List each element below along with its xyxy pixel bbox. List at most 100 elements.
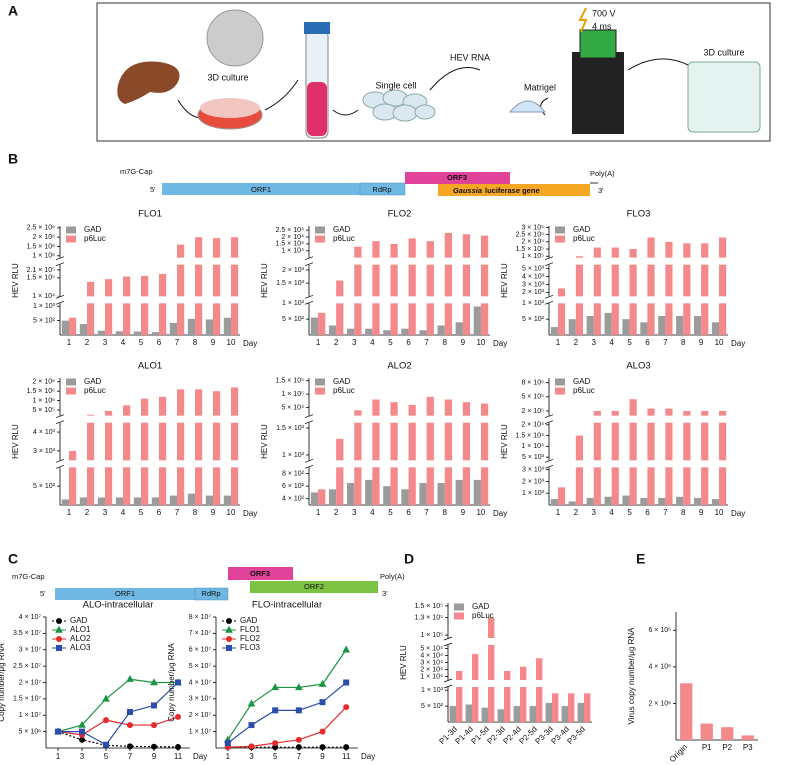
legend-label: p6Luc [333, 386, 355, 395]
bar [159, 396, 167, 505]
y-tick-label: 1.5 × 10³ [276, 425, 304, 432]
bar [456, 670, 463, 722]
x-tick-label: 9 [699, 508, 704, 517]
legend-label: ALO3 [70, 643, 91, 652]
panel-label: C [8, 551, 18, 567]
bar [665, 408, 673, 505]
bar [354, 246, 362, 335]
axis-break-mark [544, 262, 554, 266]
point [79, 728, 85, 735]
point [343, 704, 350, 711]
x-tick-label: 6 [645, 338, 650, 347]
axis-break [56, 460, 242, 468]
bar [629, 399, 637, 505]
orf3: ORF3 [447, 173, 467, 182]
bar [676, 316, 684, 335]
axis-break-mark [304, 256, 314, 260]
legend-marker [226, 645, 232, 651]
bar [640, 497, 648, 505]
step-label: 3D culture [703, 47, 744, 57]
bar [372, 399, 380, 505]
x-tick-label: 7 [297, 752, 302, 761]
y-tick-label: 2 × 10⁴ [420, 666, 443, 673]
y-tick-label: 3 × 10³ [522, 467, 545, 474]
x-axis-label: Day [361, 752, 375, 761]
y-tick-label: 2.5 × 10⁷ [13, 663, 41, 670]
bar [513, 706, 520, 722]
y-tick-label: 3 × 10⁷ [19, 647, 42, 654]
tube-cap [304, 22, 330, 34]
x-tick-label: 5 [627, 338, 632, 347]
y-tick-label: 2.5 × 10⁴ [275, 227, 304, 234]
legend-marker [225, 625, 233, 633]
point [78, 720, 86, 728]
bar [123, 405, 131, 505]
bar [169, 322, 177, 335]
bar [390, 402, 398, 505]
bar [568, 693, 575, 722]
x-tick-label: 3 [592, 338, 597, 347]
bar [187, 318, 195, 335]
x-tick-label: 2 [334, 338, 339, 347]
chart-title: ALO1 [138, 361, 162, 372]
orf1-block [55, 588, 195, 600]
bar [61, 499, 69, 505]
bar [69, 450, 77, 505]
point [126, 674, 134, 682]
y-tick-label: 2 × 10³ [282, 267, 305, 274]
legend-label: ALO2 [70, 634, 91, 643]
bar [497, 709, 504, 722]
legend-label: GAD [240, 616, 258, 625]
x-tick-label: 1 [556, 508, 561, 517]
bolt [578, 7, 588, 33]
reporter-block [438, 184, 590, 196]
point [248, 722, 255, 729]
bar [223, 317, 231, 335]
y-tick-label: 1.5 × 10⁵ [415, 603, 443, 610]
bar [105, 410, 113, 505]
x-axis-label: Day [731, 509, 745, 518]
y-tick-label: 2 × 10⁵ [521, 239, 544, 246]
panel-label: B [8, 151, 18, 167]
legend-label: ALO1 [70, 625, 91, 634]
bar [141, 398, 149, 505]
bar [465, 704, 472, 722]
legend-swatch [66, 378, 76, 386]
cuvette [579, 29, 617, 59]
bar [195, 237, 203, 335]
tube-fill [307, 82, 327, 136]
bar [575, 435, 584, 505]
line [57, 731, 179, 748]
x-tick-label: 10 [476, 508, 485, 517]
legend-swatch [66, 235, 76, 243]
y-tick-label: 1.5 × 10⁷ [13, 696, 41, 703]
y-tick-label: 4 × 10³ [522, 273, 545, 280]
x-tick-label: 9 [211, 338, 216, 347]
legend-swatch [555, 378, 565, 386]
bar [488, 617, 495, 722]
y-tick-label: 5 × 10² [522, 316, 545, 323]
bar [444, 399, 452, 505]
point [272, 740, 279, 747]
bar [504, 670, 511, 722]
axis-break-mark [55, 295, 65, 299]
y-tick-label: 6 × 10² [282, 483, 305, 490]
x-tick-label: 7 [663, 338, 668, 347]
x-tick-label: 3 [592, 508, 597, 517]
bar [658, 316, 666, 335]
point [127, 722, 133, 729]
cells-icon [362, 89, 436, 122]
bar [383, 330, 391, 335]
point [103, 741, 109, 748]
bar [336, 438, 344, 505]
bar [640, 322, 648, 335]
point [151, 722, 157, 729]
bar [336, 280, 344, 335]
axis-break [305, 460, 492, 468]
orf3-block [405, 172, 510, 184]
y-axis-label: Copy number/μg RNA [0, 643, 6, 722]
y-tick-label: 1 × 10⁴ [521, 443, 544, 450]
x-tick-label: 8 [681, 338, 686, 347]
y-tick-label: 5 × 10³ [522, 454, 545, 461]
arrow [627, 58, 691, 71]
